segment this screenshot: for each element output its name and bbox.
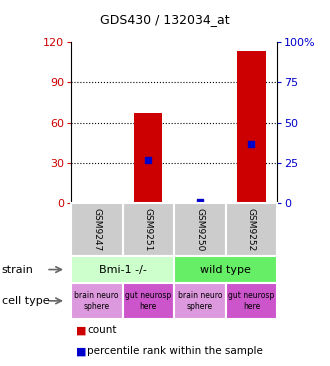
Text: brain neuro
sphere: brain neuro sphere	[75, 291, 119, 311]
Text: percentile rank within the sample: percentile rank within the sample	[87, 346, 263, 356]
Text: GSM9247: GSM9247	[92, 208, 101, 251]
Text: gut neurosp
here: gut neurosp here	[228, 291, 275, 311]
Text: ■: ■	[76, 325, 86, 335]
Bar	[237, 52, 266, 203]
Text: gut neurosp
here: gut neurosp here	[125, 291, 171, 311]
Text: GSM9251: GSM9251	[144, 208, 153, 251]
Bar	[134, 113, 162, 203]
Text: strain: strain	[2, 265, 34, 274]
Text: GSM9252: GSM9252	[247, 208, 256, 251]
Text: wild type: wild type	[200, 265, 251, 274]
Text: GDS430 / 132034_at: GDS430 / 132034_at	[100, 13, 230, 26]
Text: cell type: cell type	[2, 296, 49, 306]
Text: count: count	[87, 325, 117, 335]
Text: brain neuro
sphere: brain neuro sphere	[178, 291, 222, 311]
Text: ■: ■	[76, 346, 86, 356]
Text: GSM9250: GSM9250	[195, 208, 204, 251]
Text: Bmi-1 -/-: Bmi-1 -/-	[99, 265, 147, 274]
